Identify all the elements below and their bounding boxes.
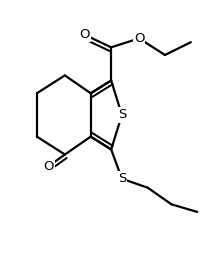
Text: S: S xyxy=(118,108,126,122)
Text: S: S xyxy=(118,172,126,185)
Text: O: O xyxy=(79,28,90,41)
Text: O: O xyxy=(43,159,54,173)
Text: O: O xyxy=(134,32,144,45)
